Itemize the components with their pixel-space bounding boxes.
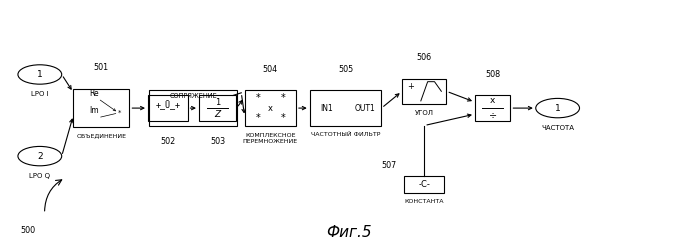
Text: -C-: -C- — [418, 180, 430, 189]
Text: Фиг.5: Фиг.5 — [326, 225, 372, 240]
Text: x: x — [268, 104, 273, 113]
Text: Z: Z — [214, 110, 221, 119]
Text: IN1: IN1 — [320, 104, 333, 113]
Text: 500: 500 — [20, 226, 35, 235]
Text: ЧАСТОТНЫЙ ФИЛЬТР: ЧАСТОТНЫЙ ФИЛЬТР — [311, 132, 380, 137]
Text: 503: 503 — [210, 137, 225, 146]
Text: +: + — [407, 82, 414, 91]
Text: LPO Q: LPO Q — [29, 173, 50, 179]
Text: КОМПЛЕКСНОЕ
ПЕРЕМНОЖЕНИЕ: КОМПЛЕКСНОЕ ПЕРЕМНОЖЕНИЕ — [243, 133, 298, 144]
Text: *: * — [255, 94, 260, 103]
Text: ÷: ÷ — [489, 110, 497, 120]
Text: LPO I: LPO I — [31, 91, 49, 97]
Text: OUT1: OUT1 — [355, 104, 375, 113]
Text: УГОЛ: УГОЛ — [415, 110, 433, 116]
Text: ОБЪЕДИНЕНИЕ: ОБЪЕДИНЕНИЕ — [76, 134, 126, 138]
Text: 1: 1 — [215, 98, 221, 107]
Text: 501: 501 — [94, 63, 109, 72]
Text: Im: Im — [90, 106, 99, 115]
Text: 506: 506 — [417, 53, 432, 62]
Text: x: x — [490, 96, 496, 105]
Text: *: * — [281, 94, 285, 103]
Text: 2: 2 — [37, 152, 43, 161]
Text: 502: 502 — [160, 137, 175, 146]
Text: 507: 507 — [382, 161, 397, 171]
Text: 508: 508 — [485, 70, 500, 79]
Text: 504: 504 — [262, 65, 278, 74]
Text: +̲Ū̲+: +̲Ū̲+ — [155, 101, 180, 110]
Text: СОПРЯЖЕНИЕ: СОПРЯЖЕНИЕ — [169, 93, 217, 99]
Text: 1: 1 — [555, 104, 560, 113]
Text: *: * — [255, 113, 260, 123]
Text: Re: Re — [90, 89, 99, 98]
Text: *: * — [281, 113, 285, 123]
Text: 1: 1 — [37, 70, 43, 79]
Text: *: * — [117, 110, 121, 116]
Text: КОНСТАНТА: КОНСТАНТА — [405, 199, 444, 204]
Text: 505: 505 — [338, 65, 353, 74]
Text: ЧАСТОТА: ЧАСТОТА — [541, 125, 574, 131]
